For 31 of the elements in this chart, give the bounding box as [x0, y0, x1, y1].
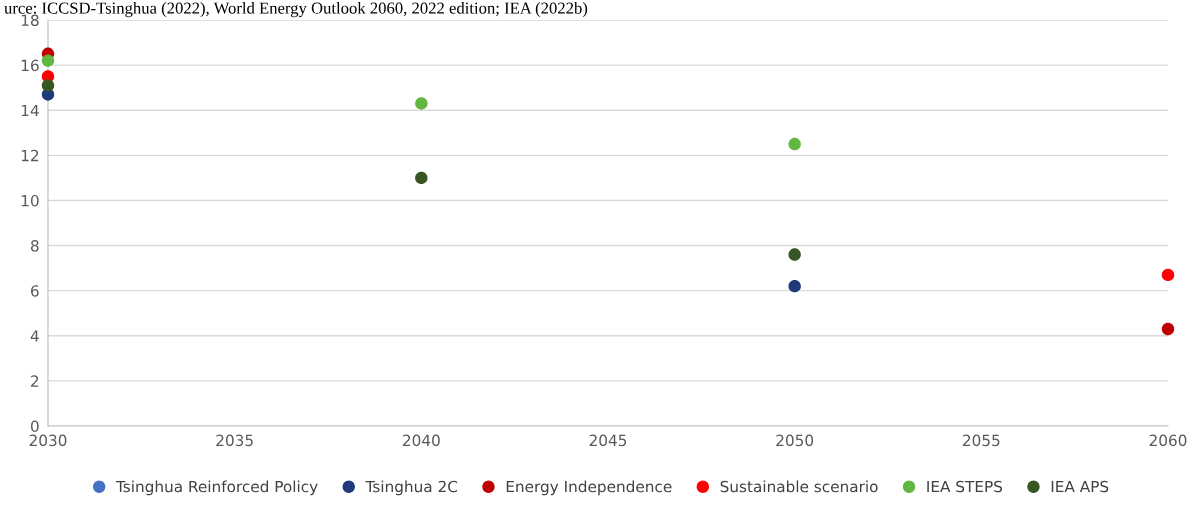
legend-label: Sustainable scenario — [720, 480, 878, 493]
y-tick-label: 6 — [31, 285, 39, 297]
legend-label: IEA APS — [1051, 480, 1109, 493]
y-tick-label: 8 — [30, 240, 39, 252]
x-tick-label: 2055 — [963, 434, 1000, 447]
x-tick-label: 2045 — [589, 434, 627, 447]
x-tick-label: 2030 — [29, 434, 67, 447]
point — [41, 54, 55, 67]
x-tick-label: 2035 — [216, 434, 253, 447]
point — [788, 279, 801, 293]
y-tick-label: 12 — [21, 149, 39, 162]
y-tick-label: 14 — [21, 104, 39, 117]
point — [788, 248, 801, 261]
point — [415, 171, 428, 185]
y-tick-label: 16 — [21, 59, 39, 72]
y-tick-label: 10 — [21, 194, 39, 207]
y-tick-label: 4 — [30, 330, 39, 342]
point — [788, 137, 801, 151]
y-tick-label: 2 — [31, 375, 39, 387]
x-tick-label: 2060 — [1149, 434, 1187, 447]
point — [1161, 268, 1175, 282]
x-tick-label: 2040 — [403, 434, 440, 447]
legend-label: IEA STEPS — [927, 480, 1003, 493]
legend-label: Energy Independence — [506, 480, 672, 496]
point — [41, 79, 55, 92]
y-tick-label: 0 — [30, 420, 39, 433]
x-tick-label: 2050 — [776, 434, 814, 447]
legend-label: Tsinghua Reinforced Policy — [115, 480, 318, 496]
point — [1161, 322, 1175, 336]
point — [415, 97, 428, 110]
legend-label: Tsinghua 2C — [365, 480, 458, 496]
